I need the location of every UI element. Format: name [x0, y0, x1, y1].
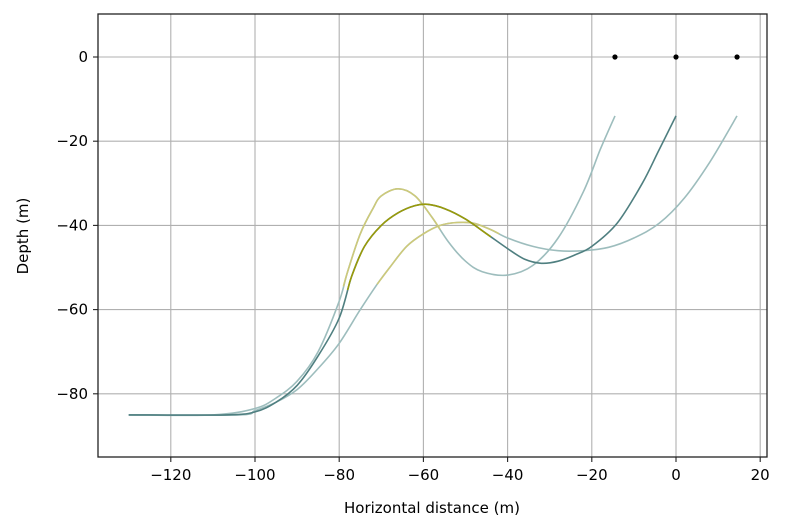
highlight-segment — [346, 203, 492, 291]
x-tick-label: 20 — [751, 466, 770, 484]
x-tick-label: −120 — [150, 466, 191, 484]
trajectory-line — [128, 115, 677, 416]
trajectory-line — [128, 115, 738, 417]
x-tick-label: −80 — [323, 466, 355, 484]
source-point — [734, 54, 740, 60]
x-tick-label: −40 — [492, 466, 524, 484]
x-tick-label: −60 — [408, 466, 440, 484]
highlight-segment — [376, 221, 500, 285]
x-axis-label: Horizontal distance (m) — [344, 499, 520, 517]
source-points — [612, 54, 740, 60]
y-tick-label: 0 — [78, 48, 88, 66]
y-tick-label: −20 — [56, 132, 88, 150]
x-tick-label: 0 — [671, 466, 681, 484]
y-tick-label: −60 — [56, 301, 88, 319]
y-tick-label: −40 — [56, 216, 88, 234]
source-point — [673, 54, 679, 60]
x-tick-label: −100 — [234, 466, 275, 484]
axes-frame — [97, 13, 768, 458]
highlight-segment — [342, 187, 441, 287]
y-axis-label: Depth (m) — [14, 198, 32, 275]
grid-lines — [98, 14, 767, 457]
plot-lines — [128, 115, 738, 417]
y-axis-ticks: 0 −20 −40 −60 −80 — [56, 48, 98, 403]
source-point — [612, 54, 618, 60]
y-tick-label: −80 — [56, 385, 88, 403]
x-axis-ticks: −120 −100 −80 −60 −40 −20 0 20 — [150, 457, 770, 484]
x-tick-label: −20 — [576, 466, 608, 484]
trajectory-line — [128, 115, 616, 417]
